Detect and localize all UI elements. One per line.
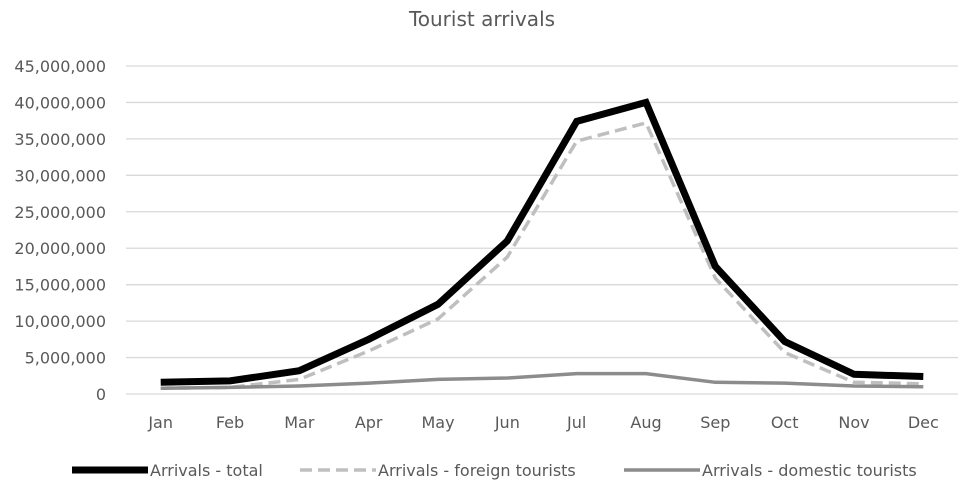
- y-tick-label: 20,000,000: [14, 239, 106, 258]
- legend-label: Arrivals - total: [150, 461, 263, 480]
- y-tick-label: 35,000,000: [14, 130, 106, 149]
- series-line-domestic: [160, 371, 924, 390]
- x-tick-label: Feb: [216, 413, 244, 432]
- y-tick-label: 40,000,000: [14, 93, 106, 112]
- chart-title: Tourist arrivals: [408, 7, 555, 31]
- x-tick-label: May: [421, 413, 454, 432]
- y-tick-label: 15,000,000: [14, 276, 106, 295]
- x-tick-label: Jul: [566, 413, 586, 432]
- legend: Arrivals - total Arrivals - foreign touri…: [72, 461, 917, 480]
- x-tick-label: Aug: [630, 413, 661, 432]
- y-tick-label: 0: [96, 385, 106, 404]
- y-tick-label: 5,000,000: [25, 349, 106, 368]
- x-tick-label: Apr: [355, 413, 383, 432]
- series-lines: [160, 98, 924, 390]
- legend-label: Arrivals - foreign tourists: [378, 461, 576, 480]
- x-tick-label: Mar: [284, 413, 315, 432]
- y-tick-label: 30,000,000: [14, 166, 106, 185]
- y-axis-tick-labels: 0 5,000,000 10,000,000 15,000,000 20,000,000…: [14, 57, 106, 404]
- y-tick-label: 25,000,000: [14, 203, 106, 222]
- x-tick-label: Oct: [771, 413, 799, 432]
- x-tick-label: Jan: [147, 413, 173, 432]
- series-line-total: [160, 98, 924, 386]
- y-tick-label: 45,000,000: [14, 57, 106, 76]
- x-tick-label: Sep: [700, 413, 730, 432]
- legend-label: Arrivals - domestic tourists: [702, 461, 917, 480]
- x-tick-label: Jun: [494, 413, 520, 432]
- x-tick-label: Nov: [838, 413, 869, 432]
- x-axis-tick-labels: Jan Feb Mar Apr May Jun Jul Aug Sep Oct Nov Dec: [147, 413, 938, 432]
- gridlines: [126, 65, 958, 395]
- series-line-foreign: [160, 120, 924, 390]
- y-tick-label: 10,000,000: [14, 312, 106, 331]
- x-tick-label: Dec: [908, 413, 939, 432]
